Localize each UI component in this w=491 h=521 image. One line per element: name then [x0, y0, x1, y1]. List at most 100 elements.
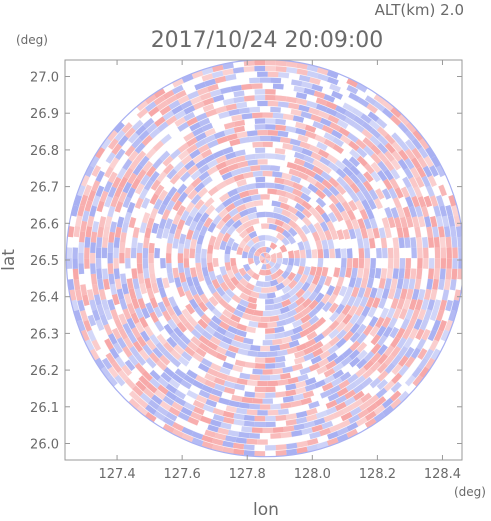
radar-cell	[176, 321, 188, 333]
radar-cell	[323, 367, 336, 378]
radar-cell	[95, 236, 103, 248]
radar-cell	[126, 201, 136, 214]
radar-cell	[317, 357, 330, 368]
radar-cell	[254, 123, 266, 131]
radar-cell	[180, 350, 193, 362]
radar-cell	[341, 347, 354, 359]
radar-cell	[259, 374, 271, 381]
radar-cell	[215, 161, 228, 171]
radar-cell	[190, 95, 203, 106]
radar-cell	[242, 171, 254, 180]
range-ring	[258, 251, 272, 265]
radar-cell	[250, 315, 261, 323]
radar-cell	[406, 318, 417, 331]
radar-cell	[95, 247, 102, 259]
radar-cell	[209, 362, 222, 372]
radar-cell	[201, 434, 214, 444]
radar-cell	[171, 104, 184, 116]
radar-cell	[250, 194, 261, 202]
radar-cell	[188, 285, 198, 297]
radar-cell	[317, 110, 330, 120]
radar-cell	[205, 398, 218, 408]
radar-cell	[142, 160, 154, 173]
radar-cell	[165, 242, 173, 254]
radar-cell	[409, 268, 417, 280]
radar-cell	[215, 219, 226, 231]
radar-cell	[212, 330, 225, 341]
radar-cell	[265, 153, 276, 160]
radar-cell	[262, 170, 273, 177]
radar-cell	[131, 119, 144, 132]
radar-cell	[161, 296, 171, 308]
radar-cell	[356, 286, 366, 299]
radar-cell	[165, 253, 172, 264]
radar-cell	[272, 367, 284, 375]
radar-cell	[87, 189, 97, 202]
radar-cell	[277, 101, 290, 109]
radar-cell	[282, 395, 294, 403]
radar-cell	[295, 164, 308, 174]
radar-cell	[332, 362, 345, 373]
radar-cell	[263, 258, 267, 265]
radar-cell	[149, 297, 159, 309]
radar-cell	[344, 286, 354, 298]
radar-cell	[364, 410, 377, 422]
radar-cell	[162, 89, 175, 100]
radar-cell	[254, 415, 266, 422]
radar-cell	[233, 96, 245, 104]
radar-cell	[248, 320, 259, 328]
radar-cell	[381, 405, 394, 417]
radar-cell	[397, 149, 409, 162]
radar-cell	[230, 84, 242, 93]
radar-cell	[110, 195, 120, 208]
radar-cell	[335, 321, 347, 333]
radar-cell	[221, 197, 233, 208]
radar-cell	[257, 439, 268, 446]
radar-cell	[79, 309, 89, 322]
radar-cell	[285, 96, 298, 104]
radar-cell	[74, 215, 83, 227]
radar-cell	[184, 215, 194, 227]
radar-cell	[240, 165, 251, 174]
radar-cell	[222, 440, 234, 449]
radar-cell	[119, 242, 126, 254]
radar-cell	[140, 197, 151, 210]
radar-cell	[375, 387, 388, 399]
radar-cell	[348, 356, 361, 368]
radar-cell	[398, 268, 406, 280]
radar-cell	[419, 318, 429, 331]
radar-cell	[202, 403, 215, 413]
radar-cell	[390, 398, 402, 410]
radar-cell	[96, 278, 105, 290]
radar-cell	[363, 218, 372, 230]
radar-cell	[281, 258, 289, 266]
radar-cell	[391, 372, 403, 385]
radar-cell	[448, 309, 457, 322]
radar-cell	[121, 364, 133, 377]
radar-cell	[362, 170, 374, 183]
radar-cell	[149, 333, 160, 346]
reflectivity-field	[65, 60, 462, 458]
radar-cell	[310, 113, 323, 123]
radar-cell	[109, 221, 118, 233]
radar-cell	[287, 227, 298, 237]
radar-cell	[381, 107, 394, 119]
radar-cell	[105, 352, 117, 365]
radar-cell	[114, 226, 123, 238]
radar-cell	[446, 247, 453, 259]
radar-cell	[341, 304, 352, 316]
radar-cell	[425, 226, 434, 238]
radar-cell	[312, 158, 324, 169]
radar-cell	[134, 142, 146, 154]
radar-cell	[265, 268, 272, 276]
x-axis-label: lon	[253, 500, 279, 520]
radar-cell	[156, 405, 169, 417]
radar-cell	[274, 177, 285, 185]
radar-cell	[391, 354, 403, 367]
radar-cell	[444, 319, 454, 332]
radar-cell	[316, 365, 328, 376]
range-ring	[235, 228, 295, 288]
radar-cell	[141, 134, 154, 147]
radar-cell	[118, 176, 129, 189]
radar-cell	[307, 223, 317, 234]
